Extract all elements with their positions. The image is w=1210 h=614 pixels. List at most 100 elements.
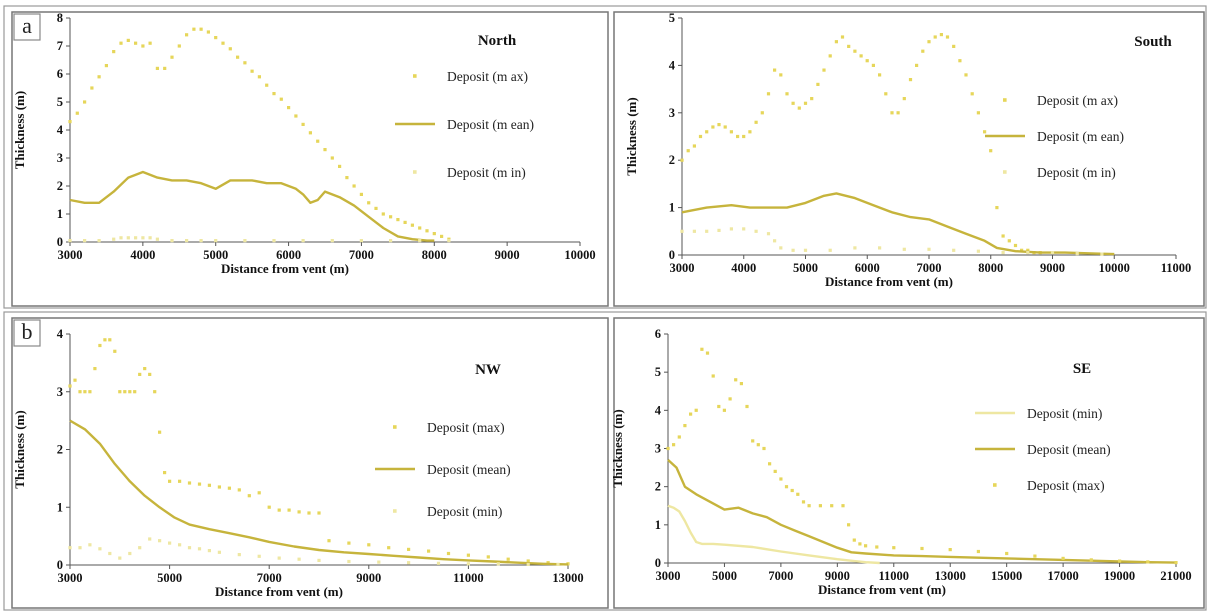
data-point — [791, 101, 795, 105]
data-point — [148, 41, 152, 45]
chart-title: NW — [475, 362, 501, 378]
legend-swatch — [1003, 98, 1007, 102]
y-tick-label: 3 — [669, 106, 675, 120]
data-point — [1013, 243, 1018, 248]
x-tick-label: 13000 — [935, 569, 966, 583]
data-point — [407, 561, 411, 565]
data-point — [155, 237, 159, 241]
data-point — [138, 546, 142, 550]
data-point — [287, 106, 291, 110]
y-axis-label: Thickness (m) — [12, 91, 27, 169]
x-tick-label: 17000 — [1047, 569, 1078, 583]
data-point — [277, 508, 281, 512]
data-point — [427, 549, 431, 553]
data-point — [496, 562, 500, 566]
data-point — [396, 218, 400, 222]
band-b-frame — [3, 311, 1207, 611]
series-line — [69, 170, 435, 242]
chart-panel-1: 0 1 2 3 4 5 6 7 8 3000 4000 5000 6000 7000 8000 9000 100… — [11, 11, 609, 307]
y-tick-label: 1 — [57, 207, 63, 221]
x-tick-label: 11000 — [878, 569, 909, 583]
data-point — [773, 239, 777, 243]
x-tick-label: 13000 — [552, 571, 583, 585]
x-tick-label: 6000 — [855, 261, 880, 275]
data-point — [88, 543, 92, 547]
data-point — [1061, 556, 1065, 560]
x-axis-label: Distance from vent (m) — [825, 274, 953, 289]
data-point — [927, 247, 931, 251]
data-point — [83, 100, 87, 104]
data-point — [739, 382, 743, 386]
data-point — [1026, 248, 1030, 252]
data-point — [338, 164, 342, 168]
legend-label: Deposit (min) — [427, 504, 502, 519]
data-point — [68, 546, 72, 550]
data-point — [97, 239, 101, 243]
data-point — [163, 471, 167, 475]
legend-label: Deposit (m ax) — [1037, 93, 1118, 108]
data-point — [945, 35, 950, 39]
data-point — [447, 239, 451, 243]
data-point — [236, 55, 240, 59]
series-max — [666, 347, 1178, 565]
x-tick-label: 4000 — [130, 248, 155, 262]
x-tick-label: 3000 — [656, 569, 681, 583]
data-point — [199, 27, 203, 31]
data-point — [723, 125, 727, 129]
data-point — [766, 232, 771, 236]
data-point — [126, 38, 130, 42]
data-point — [717, 123, 721, 127]
y-tick-label: 4 — [655, 403, 662, 417]
data-point — [141, 236, 145, 240]
data-point — [958, 59, 962, 63]
data-point — [316, 139, 320, 143]
data-point — [1100, 252, 1104, 256]
data-point — [168, 479, 172, 483]
data-point — [257, 554, 261, 558]
y-axis-label: Thickness (m) — [610, 409, 625, 487]
data-point — [237, 488, 241, 492]
series-min — [68, 537, 560, 566]
data-point — [155, 66, 159, 70]
data-point — [526, 559, 530, 563]
data-point — [158, 430, 162, 434]
legend-label: Deposit (max) — [427, 420, 505, 435]
data-point — [108, 338, 112, 342]
data-point — [773, 469, 777, 473]
data-point — [118, 390, 122, 394]
data-point — [797, 106, 801, 110]
data-point — [853, 246, 857, 250]
data-point — [785, 92, 789, 96]
panel-tag-box — [13, 319, 41, 347]
data-point — [148, 372, 152, 376]
data-point — [119, 41, 123, 45]
data-point — [902, 97, 906, 101]
data-point — [407, 547, 411, 551]
data-point — [78, 390, 82, 394]
data-point — [790, 488, 794, 493]
legend-label: Deposit (mean) — [427, 462, 511, 477]
legend-label: Deposit (m in) — [447, 165, 526, 180]
x-tick-label: 9000 — [356, 571, 381, 585]
data-point — [153, 390, 157, 394]
y-tick-label: 7 — [57, 39, 63, 53]
panel-tag-b: b — [22, 319, 33, 344]
data-point — [754, 229, 758, 233]
data-point — [865, 59, 869, 63]
data-point — [418, 239, 422, 243]
data-point — [279, 97, 283, 101]
data-point — [689, 412, 693, 416]
y-tick-label: 8 — [57, 11, 63, 25]
data-point — [915, 63, 919, 67]
data-point — [68, 239, 72, 243]
x-tick-label: 3000 — [58, 571, 83, 585]
x-tick-label: 10000 — [564, 248, 595, 262]
chart-title: SE — [1073, 361, 1091, 377]
legend-label: Deposit (max) — [1027, 478, 1105, 493]
data-point — [1075, 252, 1079, 256]
x-axis-label: Distance from vent (m) — [818, 582, 946, 597]
data-point — [546, 561, 550, 565]
data-point — [983, 130, 987, 134]
data-point — [330, 156, 334, 160]
